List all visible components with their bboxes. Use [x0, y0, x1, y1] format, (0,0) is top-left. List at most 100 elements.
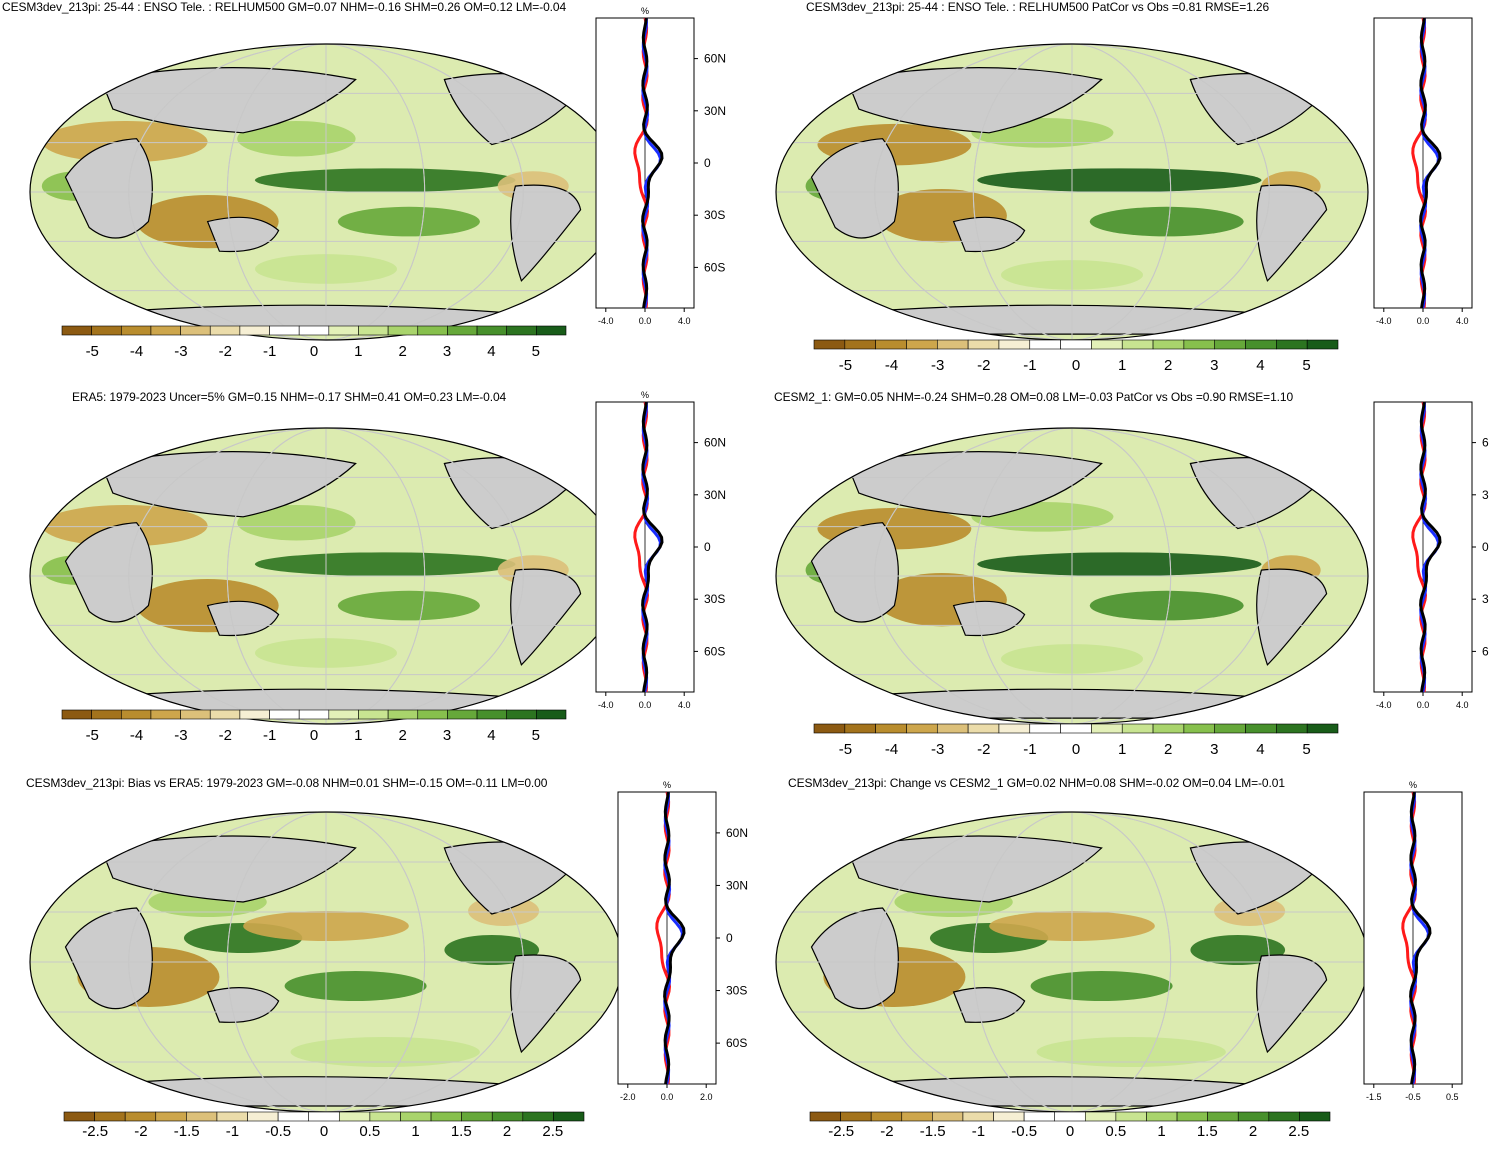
colorbar-label: 3: [443, 727, 451, 744]
colorbar-swatch: [461, 1111, 493, 1122]
colorbar-label: 5: [1302, 741, 1310, 758]
colorbar-label: 4: [1256, 741, 1264, 758]
colorbar-swatch: [1237, 1111, 1270, 1122]
profile-lat-label: 3: [1482, 592, 1489, 606]
profile-x-label: -4.0: [598, 700, 614, 710]
panel-title: ERA5: 1979-2023 Uncer=5% GM=0.15 NHM=-0.…: [72, 390, 507, 404]
landmass: [206, 987, 280, 1023]
landmass: [510, 954, 582, 1054]
colorbar-label: -2: [977, 741, 990, 758]
colorbar-label: 2: [399, 727, 407, 744]
panel-title: CESM3dev_213pi: Change vs CESM2_1 GM=0.0…: [788, 776, 1285, 790]
anomaly-region: [254, 552, 516, 576]
profile-unit: %: [1409, 780, 1417, 790]
colorbar-label: 1: [1118, 357, 1126, 374]
colorbar-label: 0.5: [1105, 1123, 1126, 1140]
colorbar-swatch: [91, 325, 122, 336]
colorbar-label: 3: [1210, 357, 1218, 374]
colorbar-swatch: [94, 1111, 126, 1122]
colorbar-label: 4: [1256, 357, 1264, 374]
colorbar-swatch: [1306, 723, 1339, 734]
longitude-gridline: [226, 428, 426, 724]
colorbar-label: -3: [931, 357, 944, 374]
panel-title: CESM2_1: GM=0.05 NHM=-0.24 SHM=0.28 OM=0…: [774, 390, 1294, 404]
colorbar-label: -5: [86, 727, 99, 744]
colorbar-swatch: [476, 325, 508, 336]
colorbar-swatch: [308, 1111, 340, 1122]
profile-x-label: 4.0: [1456, 316, 1469, 326]
colorbar-swatch: [962, 1111, 994, 1122]
profile-lat-label: 60N: [704, 436, 726, 450]
panel-p6: CESM3dev_213pi: Change vs CESM2_1 GM=0.0…: [746, 768, 1491, 1150]
map-figure: % -2.0 0.0 2.0 60N 30N 0 30S 60S -2.5 -2 -1.5 -1 -0.5…: [29, 780, 748, 1140]
anomaly-region: [1036, 1037, 1226, 1067]
colorbar-swatch: [967, 723, 1000, 734]
colorbar-swatch: [844, 723, 876, 734]
profile-x-label: 0.0: [639, 700, 652, 710]
longitude-gridline: [972, 428, 1172, 724]
colorbar-label: -4: [130, 727, 143, 744]
colorbar-label: 1: [411, 1123, 419, 1140]
colorbar-label: 0: [1066, 1123, 1074, 1140]
landmass: [846, 451, 1103, 518]
colorbar-label: -1: [1023, 357, 1036, 374]
landmass: [100, 835, 357, 903]
map-area: [30, 812, 622, 1112]
colorbar-swatch: [1060, 339, 1092, 350]
profile-x-label: -1.5: [1366, 1092, 1382, 1102]
colorbar-label: 3: [1210, 741, 1218, 758]
anomaly-region: [1089, 206, 1244, 237]
profile-x-label: -4.0: [1376, 316, 1392, 326]
colorbar-label: -3: [931, 741, 944, 758]
profile-lat-label: 0: [704, 540, 711, 554]
map-figure: % -4.0 0.0 4.0 60N 30N 0 30S 60S -5 -4 -3 -2 -1 0 1 2 3 4 5: [29, 390, 726, 744]
map-figure: -4.0 0.0 4.0 -5 -4 -3 -2 -1 0 1 2 3 4 5: [775, 17, 1473, 374]
colorbar-swatch: [400, 1111, 432, 1122]
colorbar-swatch: [993, 1111, 1025, 1122]
colorbar-label: -5: [839, 357, 852, 374]
colorbar-swatch: [906, 723, 938, 734]
colorbar-swatch: [1121, 339, 1154, 350]
colorbar-label: 1: [354, 343, 362, 360]
panel-p3: ERA5: 1979-2023 Uncer=5% GM=0.15 NHM=-0.…: [0, 384, 745, 766]
colorbar-label: -5: [86, 343, 99, 360]
profile-lat-label: 60S: [704, 644, 725, 658]
profile-x-label: -0.5: [1405, 1092, 1421, 1102]
colorbar-label: -4: [130, 343, 143, 360]
panel-title: CESM3dev_213pi: 25-44 : ENSO Tele. : REL…: [2, 0, 567, 14]
landmass: [100, 67, 357, 134]
colorbar-swatch: [491, 1111, 524, 1122]
profile-x-label: 0.0: [1417, 700, 1430, 710]
landmass: [1256, 184, 1328, 282]
colorbar-swatch: [150, 709, 181, 720]
colorbar-label: 1: [354, 727, 362, 744]
colorbar-swatch: [387, 709, 419, 720]
profile-curve: [663, 791, 686, 1085]
colorbar-swatch: [209, 325, 241, 336]
colorbar-label: -1: [226, 1123, 239, 1140]
colorbar-swatch: [247, 1111, 279, 1122]
colorbar-label: 2: [1164, 741, 1172, 758]
anomaly-region: [977, 168, 1262, 192]
longitude-gridline: [972, 812, 1172, 1112]
colorbar-swatch: [844, 339, 876, 350]
colorbar-swatch: [875, 339, 907, 350]
colorbar-label: -1: [263, 343, 276, 360]
colorbar-swatch: [809, 1111, 841, 1122]
colorbar-swatch: [1091, 339, 1123, 350]
profile-lat-label: 60N: [726, 826, 748, 840]
colorbar-swatch: [180, 325, 211, 336]
colorbar-swatch: [840, 1111, 872, 1122]
colorbar-label: 1: [1118, 741, 1126, 758]
longitude-gridline: [128, 428, 524, 724]
anomaly-region: [284, 971, 427, 1001]
colorbar-swatch: [506, 325, 537, 336]
colorbar-label: -4: [885, 741, 898, 758]
colorbar-swatch: [120, 325, 152, 336]
colorbar-swatch: [932, 1111, 964, 1122]
colorbar-swatch: [1152, 339, 1185, 350]
colorbar-swatch: [906, 339, 938, 350]
profile-x-label: 4.0: [678, 316, 691, 326]
anomaly-region: [977, 552, 1262, 576]
colorbar-swatch: [239, 709, 270, 720]
